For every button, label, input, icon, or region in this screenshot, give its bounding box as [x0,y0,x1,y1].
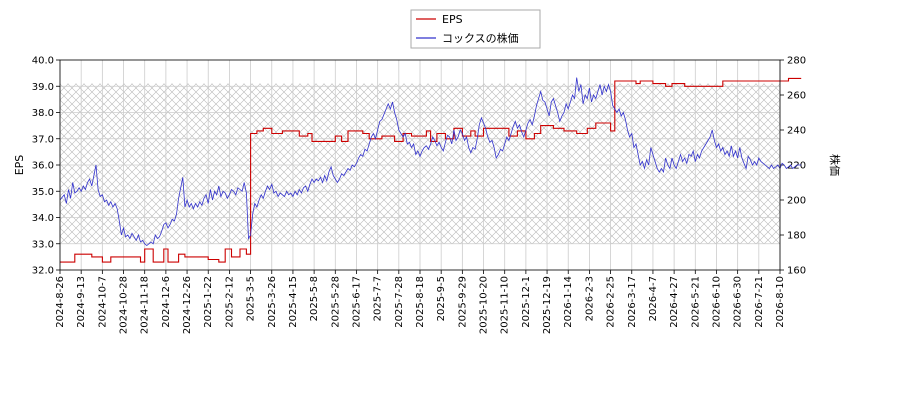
legend: EPS コックスの株価 [410,9,541,49]
x-tick-label: 2026-6-10 [711,276,722,328]
x-tick-label: 2025-7-28 [394,276,405,328]
y-right-tick-label: 180 [787,231,806,242]
y-right-tick-label: 280 [787,56,806,67]
eps-series-line [60,77,802,263]
y-left-tick-label: 34.0 [32,213,54,224]
y-axis-left-label: EPS [13,155,26,176]
x-tick-label: 2024-10-28 [119,276,130,334]
y-left-tick-label: 37.0 [32,134,54,145]
legend-price-label: コックスの株価 [442,31,519,45]
y-right-tick-label: 160 [787,266,806,277]
x-tick-label: 2026-2-25 [606,276,617,328]
plot-frame [59,59,781,271]
x-tick-label: 2025-7-7 [373,276,384,321]
x-tick-label: 2026-3-17 [627,276,638,328]
y-left-tick-label: 40.0 [32,56,54,67]
x-tick-label: 2024-12-6 [161,276,172,328]
y-right-tick-label: 260 [787,91,806,102]
y-right-tick-label: 220 [787,161,806,172]
x-tick-label: 2025-2-12 [224,276,235,328]
x-tick-label: 2024-8-26 [55,276,66,328]
x-tick-label: 2025-5-28 [330,276,341,328]
x-tick-label: 2026-4-7 [648,276,659,321]
x-tick-label: 2025-6-17 [351,276,362,328]
y-right-tick-label: 240 [787,126,806,137]
x-tick-label: 2025-10-20 [479,276,490,334]
y-left-tick-label: 38.0 [32,108,54,119]
x-tick-label: 2025-3-5 [246,276,257,321]
x-tick-label: 2024-11-18 [140,276,151,334]
y-right-tick-label: 200 [787,196,806,207]
x-tick-label: 2025-3-26 [267,276,278,328]
y-left-tick-label: 35.0 [32,187,54,198]
x-tick-label: 2026-1-14 [563,276,574,328]
y-left-tick-label: 36.0 [32,161,54,172]
x-tick-label: 2025-1-22 [203,276,214,328]
price-series-line [59,77,802,247]
x-tick-label: 2025-9-29 [457,276,468,328]
legend-eps-label: EPS [442,13,463,26]
x-tick-label: 2025-12-1 [521,276,532,328]
x-tick-label: 2026-4-27 [669,276,680,328]
x-tick-label: 2025-9-5 [436,276,447,321]
x-tick-label: 2026-2-3 [584,276,595,321]
y-left-tick-label: 32.0 [32,266,54,277]
x-tick-label: 2025-4-15 [288,276,299,328]
x-tick-label: 2025-12-19 [542,276,553,334]
x-tick-label: 2025-8-18 [415,276,426,328]
x-tick-label: 2025-5-8 [309,276,320,321]
x-tick-label: 2024-10-7 [97,276,108,328]
x-tick-label: 2026-5-21 [690,276,701,328]
x-tick-label: 2026-6-30 [733,276,744,328]
y-left-tick-label: 39.0 [32,82,54,93]
legend-box [410,9,541,49]
y-axis-right-label: 株価 [828,154,842,176]
x-tick-label: 2026-7-21 [754,276,765,328]
y-left-tick-label: 33.0 [32,239,54,250]
x-tick-label: 2025-11-10 [500,276,511,334]
x-tick-label: 2024-9-13 [76,276,87,328]
x-tick-label: 2024-12-26 [182,276,193,334]
x-tick-label: 2026-8-10 [775,276,786,328]
